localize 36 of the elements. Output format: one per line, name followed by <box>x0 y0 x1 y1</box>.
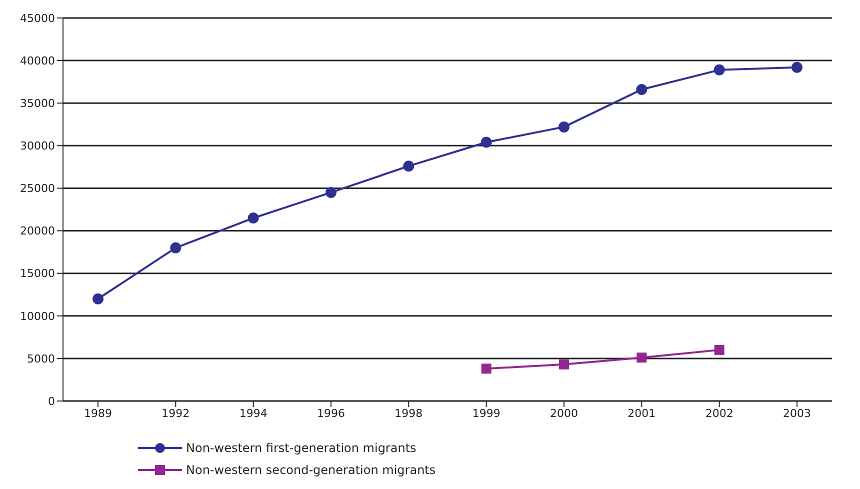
y-tick-label: 0 <box>48 394 55 408</box>
x-tick-label: 1994 <box>239 406 268 420</box>
point <box>636 352 647 363</box>
x-tick-label: 2000 <box>550 406 578 420</box>
y-tick-label: 25000 <box>20 182 55 196</box>
x-tick-label: 2001 <box>628 406 656 420</box>
point <box>714 64 725 76</box>
point <box>248 212 259 224</box>
x-tick-label: 1999 <box>472 406 500 420</box>
point <box>559 359 569 370</box>
x-tick-label: 2002 <box>705 406 734 420</box>
x-tick-label: 1992 <box>162 406 190 420</box>
y-tick-label: 45000 <box>20 12 55 25</box>
y-tick-label: 5000 <box>27 352 55 366</box>
point <box>481 364 492 374</box>
legend-label: Non-western second-generation migrants <box>186 463 436 477</box>
y-tick-label: 30000 <box>20 140 55 153</box>
y-tick-label: 40000 <box>20 54 55 68</box>
y-tick-label: 20000 <box>20 224 55 238</box>
y-tick-label: 35000 <box>20 97 55 110</box>
point <box>792 62 802 73</box>
point <box>326 186 336 198</box>
legend-label: Non-western first-generation migrants <box>186 441 416 455</box>
point <box>403 160 414 172</box>
y-tick-label: 15000 <box>20 267 55 280</box>
x-tick-label: 1996 <box>317 406 345 420</box>
point <box>480 136 492 148</box>
point <box>170 242 182 254</box>
point <box>714 344 724 355</box>
x-tick-label: 2003 <box>783 406 811 420</box>
point <box>92 293 104 304</box>
x-tick-label: 1989 <box>84 406 112 420</box>
point <box>558 121 570 132</box>
y-tick-label: 10000 <box>20 310 55 323</box>
point <box>636 84 648 95</box>
x-tick-label: 1998 <box>394 406 423 420</box>
